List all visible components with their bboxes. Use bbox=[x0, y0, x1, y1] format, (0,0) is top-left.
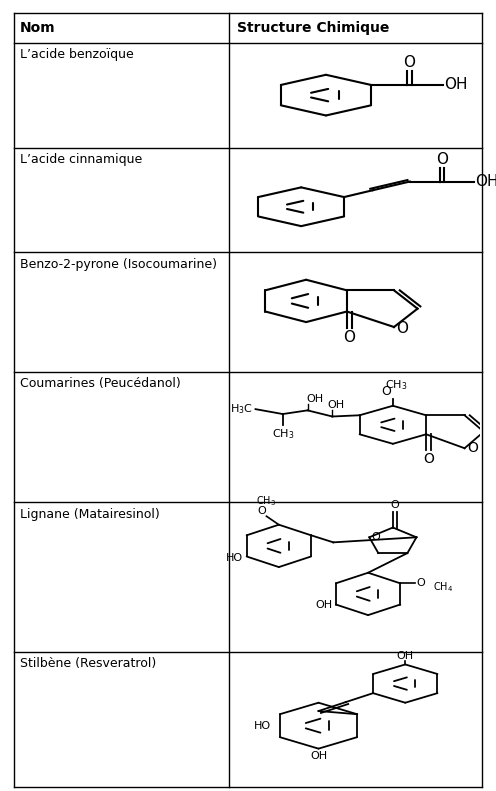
Text: OH: OH bbox=[327, 399, 345, 410]
Text: OH: OH bbox=[310, 751, 327, 761]
Text: OH: OH bbox=[397, 651, 414, 660]
Text: O: O bbox=[381, 385, 391, 398]
Text: O: O bbox=[343, 330, 355, 345]
Text: O: O bbox=[372, 532, 380, 543]
Text: O: O bbox=[391, 500, 399, 510]
Text: CH$_4$: CH$_4$ bbox=[433, 581, 453, 595]
Text: O: O bbox=[423, 452, 434, 466]
Text: Stilbène (Resveratrol): Stilbène (Resveratrol) bbox=[20, 657, 156, 670]
Text: Benzo-2-pyrone (Isocoumarine): Benzo-2-pyrone (Isocoumarine) bbox=[20, 258, 217, 271]
Text: CH$_3$: CH$_3$ bbox=[256, 494, 276, 509]
Text: O: O bbox=[396, 320, 409, 335]
Text: O: O bbox=[417, 578, 425, 589]
Text: OH: OH bbox=[476, 174, 496, 189]
Text: Lignane (Matairesinol): Lignane (Matairesinol) bbox=[20, 508, 160, 521]
Text: O: O bbox=[467, 441, 478, 456]
Text: OH: OH bbox=[444, 78, 468, 93]
Text: CH$_3$: CH$_3$ bbox=[271, 427, 294, 441]
Text: Nom: Nom bbox=[20, 21, 56, 35]
Text: OH: OH bbox=[315, 600, 332, 610]
Text: Structure Chimique: Structure Chimique bbox=[237, 21, 389, 35]
Text: O: O bbox=[403, 55, 416, 70]
Text: O: O bbox=[258, 506, 266, 517]
Text: Coumarines (Peucédanol): Coumarines (Peucédanol) bbox=[20, 377, 181, 390]
Text: HO: HO bbox=[254, 721, 271, 731]
Text: L’acide cinnamique: L’acide cinnamique bbox=[20, 153, 142, 166]
Text: H$_3$C: H$_3$C bbox=[230, 403, 253, 416]
Text: L’acide benzoïque: L’acide benzoïque bbox=[20, 48, 133, 61]
Text: O: O bbox=[436, 152, 448, 167]
Text: OH: OH bbox=[307, 394, 323, 403]
Text: CH$_3$: CH$_3$ bbox=[385, 378, 408, 392]
Text: HO: HO bbox=[226, 553, 243, 563]
